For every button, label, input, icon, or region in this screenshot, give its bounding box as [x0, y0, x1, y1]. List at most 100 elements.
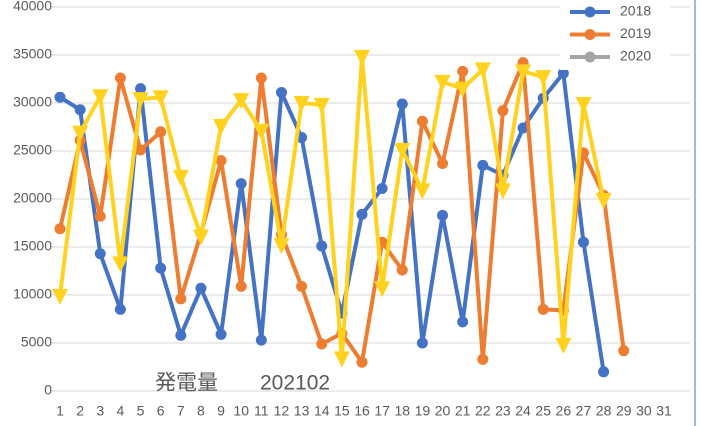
- grid: 0 5000 10000 15000 20000 25000 30000 35000 40000…: [13, 0, 690, 419]
- marker: [175, 293, 187, 305]
- x-tick-label: 26: [556, 403, 572, 419]
- marker: [595, 192, 612, 209]
- x-tick-label: 15: [334, 403, 350, 419]
- marker: [457, 316, 469, 328]
- marker: [215, 328, 227, 340]
- marker: [477, 159, 489, 171]
- legend-label: 2020: [620, 48, 651, 64]
- y-tick-label: 25000: [13, 142, 52, 158]
- marker: [235, 178, 247, 190]
- x-tick-label: 8: [197, 403, 205, 419]
- y-tick-label: 30000: [13, 94, 52, 110]
- x-tick-label: 30: [636, 403, 652, 419]
- marker: [497, 105, 509, 117]
- marker: [457, 65, 469, 77]
- marker: [416, 115, 428, 127]
- x-tick-label: 14: [314, 403, 330, 419]
- x-tick-label: 6: [157, 403, 165, 419]
- legend-label: 2019: [620, 25, 651, 41]
- marker: [454, 81, 471, 98]
- x-tick-label: 12: [274, 403, 290, 419]
- marker: [598, 366, 610, 378]
- x-tick-label: 10: [233, 403, 249, 419]
- marker: [434, 74, 451, 91]
- legend-marker: [584, 6, 596, 18]
- marker: [575, 96, 592, 113]
- x-tick-label: 17: [374, 403, 390, 419]
- x-tick-label: 5: [137, 403, 145, 419]
- marker: [555, 337, 572, 354]
- x-tick-label: 7: [177, 403, 185, 419]
- marker: [414, 183, 431, 200]
- marker: [396, 98, 408, 110]
- marker: [396, 264, 408, 276]
- x-tick-label: 13: [294, 403, 310, 419]
- plot: [52, 49, 630, 378]
- marker: [172, 169, 189, 186]
- x-tick-label: 22: [475, 403, 491, 419]
- x-tick-label: 18: [394, 403, 410, 419]
- marker: [54, 223, 66, 235]
- marker: [92, 89, 109, 106]
- marker: [52, 288, 68, 305]
- x-tick-label: 31: [656, 403, 672, 419]
- marker: [437, 157, 449, 169]
- marker: [213, 119, 230, 136]
- marker: [437, 209, 449, 221]
- x-tick-label: 11: [254, 403, 269, 419]
- y-tick-label: 5000: [21, 334, 52, 350]
- marker: [376, 182, 388, 194]
- marker: [517, 122, 529, 134]
- marker: [515, 64, 532, 81]
- x-tick-label: 27: [576, 403, 592, 419]
- x-tick-label: 29: [616, 403, 632, 419]
- x-tick-label: 24: [515, 403, 531, 419]
- legend-label: 2018: [620, 3, 651, 19]
- y-tick-label: 35000: [13, 46, 52, 62]
- marker: [94, 210, 106, 222]
- marker: [394, 143, 411, 160]
- marker: [537, 303, 549, 315]
- marker: [152, 90, 169, 107]
- series-line: [58, 71, 606, 373]
- marker: [54, 91, 66, 103]
- marker: [535, 70, 552, 87]
- legend: 2018 2019 2020: [560, 0, 670, 70]
- x-tick-label: 16: [354, 403, 370, 419]
- marker: [155, 262, 167, 274]
- x-tick-label: 9: [217, 403, 225, 419]
- marker: [74, 104, 86, 116]
- marker: [273, 238, 290, 255]
- legend-marker: [584, 29, 596, 40]
- x-tick-label: 4: [117, 403, 125, 419]
- marker: [253, 123, 270, 140]
- marker: [112, 256, 129, 273]
- x-tick-label: 2: [76, 403, 84, 419]
- marker: [577, 236, 589, 248]
- marker: [316, 240, 328, 252]
- marker: [94, 248, 106, 260]
- x-tick-label: 19: [415, 403, 431, 419]
- y-tick-label: 20000: [13, 190, 52, 206]
- x-tick-label: 23: [495, 403, 511, 419]
- x-tick-label: 21: [455, 403, 471, 419]
- marker: [494, 183, 511, 200]
- marker: [416, 337, 428, 349]
- marker: [293, 96, 310, 112]
- marker: [155, 126, 167, 138]
- chart-title: 発電量 202102: [155, 372, 330, 395]
- marker: [333, 351, 350, 368]
- marker: [296, 280, 308, 292]
- marker: [114, 303, 126, 315]
- marker: [235, 280, 247, 292]
- y-tick-label: 40000: [13, 0, 52, 14]
- marker: [215, 155, 227, 167]
- x-tick-label: 1: [56, 403, 64, 419]
- marker: [275, 86, 287, 98]
- y-tick-label: 15000: [13, 238, 52, 254]
- marker: [135, 144, 147, 156]
- marker: [557, 67, 569, 79]
- marker: [356, 208, 368, 220]
- marker: [255, 72, 267, 84]
